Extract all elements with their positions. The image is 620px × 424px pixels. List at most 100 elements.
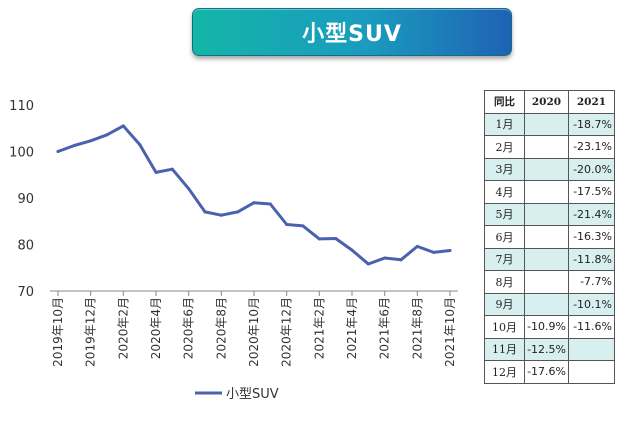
data-point [105,133,109,137]
data-point [415,244,419,248]
value-2021-cell [568,337,615,361]
data-point [203,210,207,214]
value-2021-cell: -17.5% [568,180,615,204]
value-2021-cell: -18.7% [568,112,615,136]
x-tick-label: 2020年8月 [214,297,228,359]
table-row: 8月 -7.7% [484,270,615,294]
line-chart: 70 80 90 100 110 2019年10月 2019年12月 2020年2月 2020… [9,99,458,402]
table-header: 同比 [484,90,525,114]
value-2020-cell [524,180,569,204]
data-point [448,249,452,253]
table-row: 1月 -18.7% [484,112,615,136]
y-tick-label: 110 [9,99,34,114]
series-line [56,124,452,266]
month-cell: 5月 [484,202,525,226]
month-cell: 9月 [484,292,525,316]
x-tick-label: 2021年10月 [443,297,457,367]
table-row: 5月 -21.4% [484,202,615,226]
x-tick-label: 2021年8月 [410,297,424,359]
x-tick-label: 2019年10月 [51,297,65,367]
value-2020-cell [524,157,569,181]
x-tick-label: 2020年4月 [149,297,163,359]
data-point [285,223,289,227]
y-axis: 70 80 90 100 110 [9,99,34,300]
value-2021-cell: -20.0% [568,157,615,181]
month-cell: 12月 [484,360,525,384]
x-tick-label: 2020年6月 [182,297,196,359]
legend-label: 小型SUV [226,387,279,402]
title-banner: 小型SUV [192,8,512,56]
value-2021-cell: -16.3% [568,225,615,249]
data-point [187,187,191,191]
data-point [89,139,93,143]
x-tick-label: 2019年12月 [84,297,98,367]
y-tick-label: 80 [17,239,34,254]
x-tick-label: 2021年4月 [345,297,359,359]
data-point [170,167,174,171]
yoy-table: 同比 2020 2021 1月 -18.7% 2月 -23.1% 3月 -20.0% 4月 -… [484,90,615,384]
table-row: 7月 -11.8% [484,247,615,271]
month-cell: 2月 [484,135,525,159]
month-cell: 10月 [484,315,525,339]
table-header: 2021 [568,90,615,114]
x-tick-label: 2020年10月 [247,297,261,367]
data-point [236,210,240,214]
y-tick-label: 70 [17,285,34,300]
value-2020-cell [524,202,569,226]
month-cell: 6月 [484,225,525,249]
data-point [350,248,354,252]
value-2021-cell: -10.1% [568,292,615,316]
value-2021-cell: -11.8% [568,247,615,271]
chart-title: 小型SUV [302,22,402,47]
data-point [334,236,338,240]
table-header: 2020 [524,90,569,114]
legend: 小型SUV [195,387,279,402]
value-2020-cell [524,270,569,294]
data-point [383,256,387,260]
month-cell: 11月 [484,337,525,361]
data-point [268,202,272,206]
y-tick-label: 90 [17,192,34,207]
table-row: 10月 -10.9% -11.6% [484,315,615,339]
x-tick-label: 2021年2月 [312,297,326,359]
month-cell: 1月 [484,112,525,136]
table-row: 3月 -20.0% [484,157,615,181]
value-2020-cell [524,292,569,316]
value-2020-cell [524,135,569,159]
x-tick-label: 2020年2月 [116,297,130,359]
x-tick-label: 2020年12月 [280,297,294,367]
table-row: 11月 -12.5% [484,337,615,361]
value-2021-cell [568,360,615,384]
data-point [432,250,436,254]
table-row: 2月 -23.1% [484,135,615,159]
data-point [252,201,256,205]
table-header-row: 同比 2020 2021 [484,90,615,114]
value-2020-cell [524,247,569,271]
x-axis: 2019年10月 2019年12月 2020年2月 2020年4月 2020年6月 202… [50,290,458,367]
month-cell: 3月 [484,157,525,181]
month-cell: 8月 [484,270,525,294]
table-row: 4月 -17.5% [484,180,615,204]
data-point [56,150,60,153]
value-2021-cell: -11.6% [568,315,615,339]
data-point [219,213,223,217]
value-2020-cell: -12.5% [524,337,569,361]
data-point [72,143,76,147]
x-tick-label: 2021年6月 [378,297,392,359]
table-row: 12月 -17.6% [484,360,615,384]
table-row: 6月 -16.3% [484,225,615,249]
value-2020-cell [524,112,569,136]
data-point [366,262,370,266]
data-point [317,237,321,241]
value-2021-cell: -21.4% [568,202,615,226]
table-row: 9月 -10.1% [484,292,615,316]
month-cell: 7月 [484,247,525,271]
value-2021-cell: -23.1% [568,135,615,159]
value-2020-cell: -10.9% [524,315,569,339]
data-point [399,258,403,262]
month-cell: 4月 [484,180,525,204]
value-2020-cell: -17.6% [524,360,569,384]
y-tick-label: 100 [9,146,34,161]
data-point [138,143,142,147]
data-point [301,224,305,228]
